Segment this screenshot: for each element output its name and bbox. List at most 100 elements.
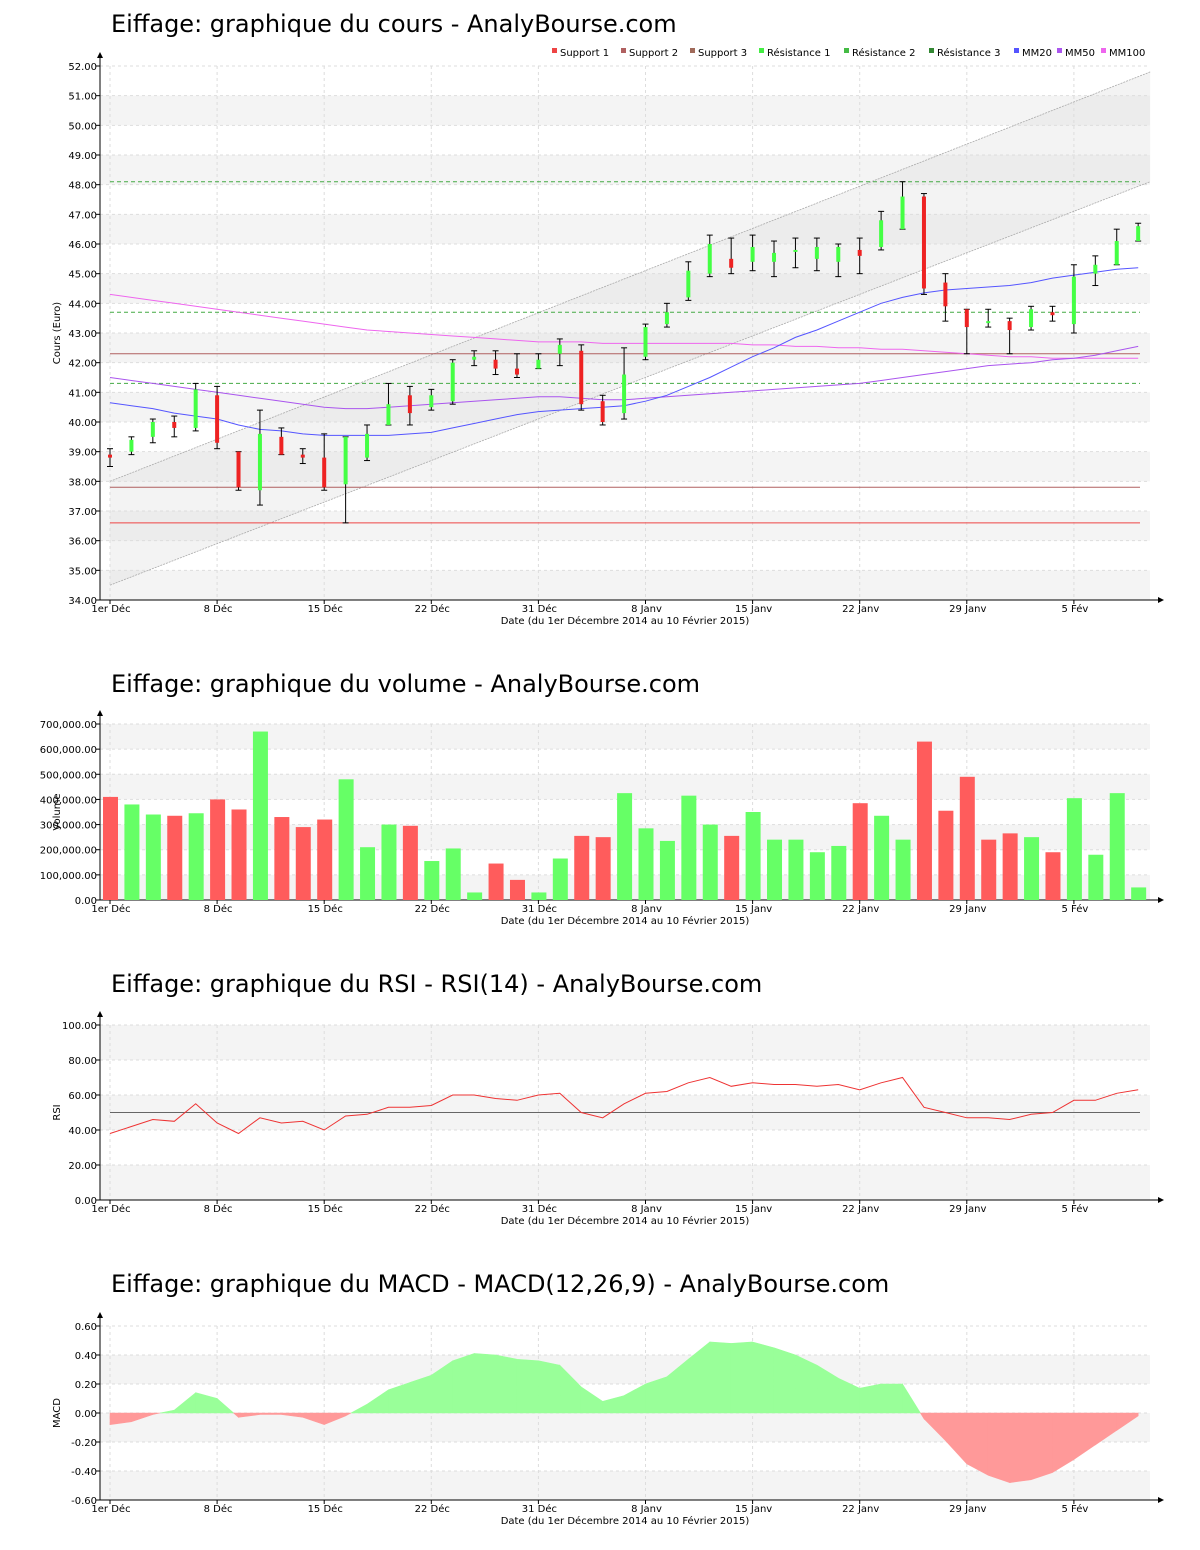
y-tick-label: 35.00: [68, 566, 97, 577]
volume-bar: [745, 812, 761, 900]
volume-chart: 0.00 100,000.00 200,000.00 300,000.00 400,00…: [40, 710, 1164, 927]
y-tick-label: 39.00: [68, 448, 97, 459]
volume-bar: [295, 827, 311, 900]
candle-body: [1136, 226, 1141, 242]
candle-body: [900, 196, 905, 230]
channel-upper-line: [109, 71, 1151, 482]
volume-bar: [767, 839, 783, 900]
y-tick-label: 44.00: [68, 299, 97, 310]
y-axis-arrow: [97, 52, 103, 58]
price-chart-panel: Eiffage: graphique du cours - AnalyBours…: [0, 0, 1200, 650]
y-tick-label: 0.60: [75, 1322, 97, 1333]
volume-bar: [445, 848, 461, 900]
candle-body: [579, 350, 584, 405]
legend-label: Support 2: [629, 48, 678, 59]
volume-bar: [1109, 793, 1125, 900]
candle-body: [343, 436, 348, 485]
x-tick-label: 22 Janv: [842, 604, 879, 615]
trend-channel: [110, 71, 1151, 586]
x-tick-label: 8 Déc: [204, 1203, 233, 1215]
y-tick-label: 51.00: [68, 92, 97, 103]
y-tick-label: 50.00: [68, 121, 97, 132]
volume-bar: [1088, 854, 1104, 900]
x-tick-label: 22 Janv: [842, 904, 879, 915]
candle-body: [729, 258, 734, 268]
x-tick-label: 5 Fév: [1061, 603, 1088, 615]
volume-bar: [274, 817, 290, 900]
volume-bar: [552, 858, 568, 900]
y-axis-label: MACD: [52, 1398, 63, 1428]
y-tick-label: 0.00: [75, 1409, 97, 1420]
candle-body: [1114, 241, 1119, 265]
y-tick-label: 600,000.00: [40, 745, 97, 756]
x-tick-label: 15 Déc: [308, 1503, 343, 1515]
x-tick-label: 5 Fév: [1061, 1503, 1088, 1515]
x-axis-arrow: [1158, 597, 1164, 603]
candle-body: [386, 404, 391, 425]
macd-positive-area: [159, 1341, 921, 1414]
candle-body: [686, 270, 691, 298]
candle-body: [514, 368, 519, 375]
legend-swatch: [929, 48, 934, 53]
x-tick-label: 31 Déc: [522, 1503, 557, 1515]
legend-swatch: [621, 48, 626, 53]
x-axis-label: Date (du 1er Décembre 2014 au 10 Février…: [501, 1215, 750, 1227]
volume-bar: [210, 799, 226, 900]
x-axis-label: Date (du 1er Décembre 2014 au 10 Février…: [501, 1515, 750, 1527]
legend-swatch: [1014, 48, 1019, 53]
legend-swatch: [1101, 48, 1106, 53]
candle-body: [129, 439, 134, 452]
x-tick-label: 31 Déc: [522, 1203, 557, 1215]
x-tick-label: 8 Janv: [631, 604, 662, 615]
volume-bar: [531, 892, 547, 900]
candle-body: [536, 359, 541, 369]
candle-body: [257, 433, 262, 491]
volume-bar: [895, 839, 911, 900]
y-tick-label: 0.40: [75, 1351, 97, 1362]
volume-bar: [874, 815, 890, 900]
x-tick-label: 15 Déc: [308, 903, 343, 915]
volume-bar: [231, 809, 247, 900]
candle-body: [793, 249, 798, 252]
grid-band: [100, 1165, 1150, 1200]
x-tick-label: 29 Janv: [949, 904, 986, 915]
candle-body: [557, 344, 562, 354]
y-axis-arrow: [97, 710, 103, 716]
candle-body: [1029, 309, 1034, 328]
grid-band: [100, 511, 1150, 541]
price-chart: 34.00 35.00 36.00 37.00 38.00 39.00 40.00 41.00…: [52, 47, 1164, 627]
x-tick-label: 8 Déc: [204, 903, 233, 915]
candle-body: [986, 321, 991, 324]
y-tick-label: 700,000.00: [40, 720, 97, 731]
volume-bar: [724, 835, 740, 900]
volume-bar: [831, 845, 847, 900]
candle-body: [472, 356, 477, 360]
x-tick-label: 5 Fév: [1061, 903, 1088, 915]
legend-label: Résistance 2: [852, 47, 915, 59]
x-tick-label: 15 Janv: [735, 604, 772, 615]
volume-bar: [509, 879, 525, 900]
grid-band: [100, 1025, 1150, 1060]
y-tick-label: 0.00: [75, 1196, 97, 1207]
legend-swatch: [844, 48, 849, 53]
candle-body: [236, 451, 241, 488]
x-tick-label: 29 Janv: [949, 1204, 986, 1215]
x-tick-label: 5 Fév: [1061, 1203, 1088, 1215]
x-tick-label: 1er Déc: [91, 1503, 130, 1515]
chart-title: Eiffage: graphique du volume - AnalyBour…: [111, 670, 701, 698]
legend-label: Résistance 1: [767, 47, 830, 59]
y-tick-label: 0.00: [75, 896, 97, 907]
volume-bar: [381, 824, 397, 900]
macd-negative-area: [109, 1412, 1139, 1484]
candle-body: [1071, 276, 1076, 325]
y-tick-label: 20.00: [68, 1161, 97, 1172]
volume-bar: [959, 776, 975, 900]
volume-bar: [467, 892, 483, 900]
volume-bar: [681, 795, 697, 900]
y-tick-label: 500,000.00: [40, 770, 97, 781]
candle-body: [857, 249, 862, 256]
candle-body: [622, 374, 627, 414]
rsi-line: [109, 1076, 1139, 1135]
y-tick-label: 47.00: [68, 210, 97, 221]
